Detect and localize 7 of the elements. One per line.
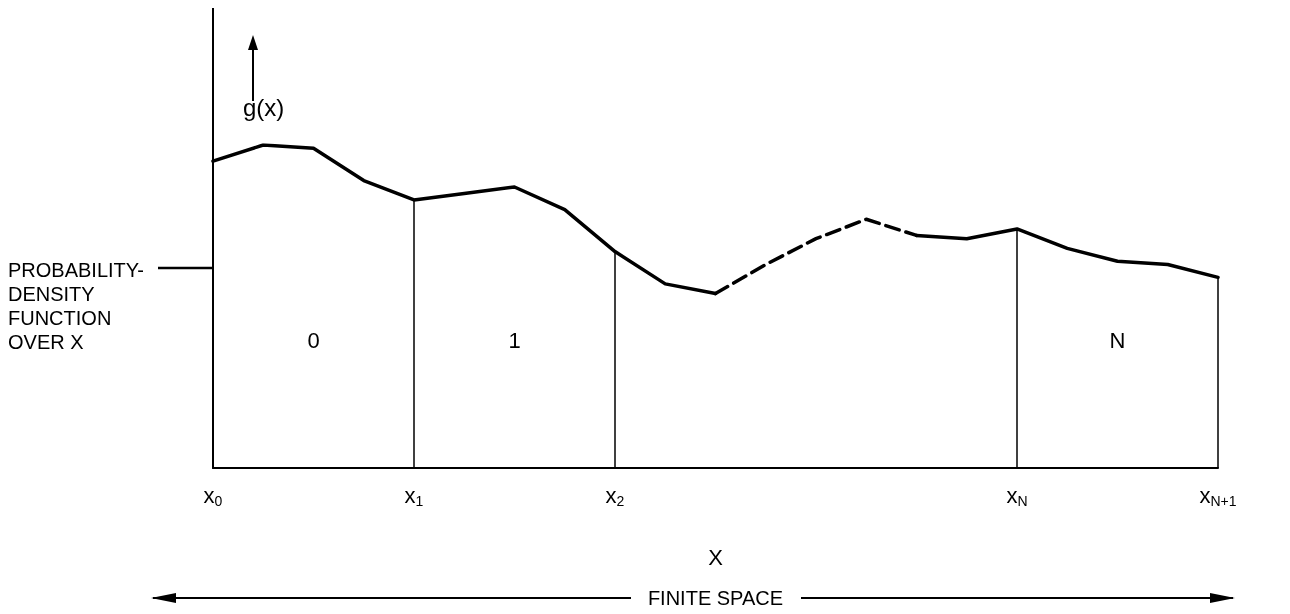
- annotation: 0: [307, 327, 320, 353]
- y-axis-title: g(x): [243, 93, 285, 121]
- text: FINITE SPACE: [647, 587, 784, 609]
- text: PROBABILITY- DENSITY FUNCTION OVER X: [8, 259, 144, 353]
- x-axis-title: X: [708, 544, 724, 570]
- annotation: 1: [508, 327, 521, 353]
- annotation: N: [1109, 327, 1126, 353]
